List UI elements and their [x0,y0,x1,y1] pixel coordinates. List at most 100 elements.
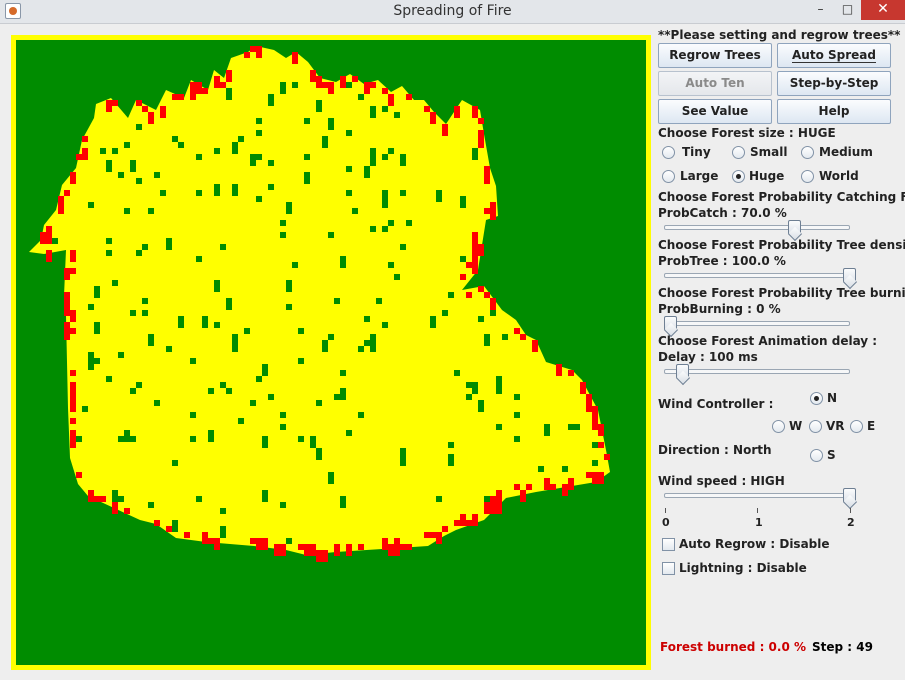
tree-cell [280,220,286,226]
size-radio-world[interactable]: World [801,168,881,186]
see-value-button[interactable]: See Value [658,99,772,124]
burning-cell [484,208,490,214]
burning-cell [190,82,196,88]
size-radio-large[interactable]: Large [662,168,722,186]
burning-cell [214,538,220,550]
radio-circle [809,420,822,433]
close-button[interactable]: ✕ [861,0,905,20]
burning-cell [256,538,262,550]
prob-burning-slider[interactable] [664,316,850,330]
prob-tree-label: Choose Forest Probability Tree density : [658,238,905,252]
tick-label-2: 2 [847,516,855,529]
auto-regrow-checkbox[interactable] [662,538,675,551]
slider-thumb[interactable] [843,488,856,502]
regrow-trees-button[interactable]: Regrow Trees [658,43,772,68]
tree-cell [400,190,406,196]
slider-thumb[interactable] [788,220,801,234]
burning-cell [46,250,52,262]
tree-cell [250,154,256,160]
tree-cell [538,466,544,472]
tree-cell [166,238,172,250]
burning-cell [46,232,52,244]
forest-grid[interactable] [11,35,651,670]
burning-cell [154,520,160,526]
tree-cell [592,460,598,466]
size-radio-tiny[interactable]: Tiny [662,144,722,162]
size-radio-medium[interactable]: Medium [801,144,881,162]
slider-thumb[interactable] [676,364,689,378]
radio-circle [662,146,675,159]
wind-radio-n[interactable]: N [810,390,850,408]
tree-cell [208,430,214,442]
prob-tree-slider[interactable] [664,268,856,282]
tree-cell [226,388,232,394]
tree-cell [244,328,250,334]
burning-cell [598,424,604,430]
slider-track [664,321,850,326]
tree-cell [286,538,292,544]
delay-slider[interactable] [664,364,850,378]
tree-cell [124,142,130,148]
auto-ten-button[interactable]: Auto Ten [658,71,772,96]
wind-radio-s[interactable]: S [810,447,850,465]
size-radio-huge[interactable]: Huge [732,168,802,186]
maximize-button[interactable]: □ [841,2,854,16]
wind-radio-vr[interactable]: VR [809,418,849,436]
minimize-button[interactable]: – [817,2,824,16]
tree-cell [250,400,256,406]
slider-thumb[interactable] [664,316,677,330]
wind-speed-slider[interactable] [664,488,856,502]
burning-cell [82,136,88,142]
tree-cell [196,496,202,502]
tree-cell [304,172,310,178]
tree-cell [460,196,466,208]
tree-cell [340,388,346,400]
tree-cell [514,412,520,418]
tree-cell [118,172,124,178]
tree-cell [304,118,310,124]
tree-cell [148,502,154,508]
burning-cell [460,514,466,526]
tree-cell [382,322,388,328]
tree-cell [220,526,226,538]
wind-radio-e[interactable]: E [850,418,890,436]
help-button[interactable]: Help [777,99,891,124]
tree-cell [52,238,58,244]
burning-cell [166,526,172,532]
auto-spread-button[interactable]: Auto Spread [777,43,891,68]
tree-cell [364,166,370,178]
burning-cell [484,292,490,298]
size-radio-small[interactable]: Small [732,144,802,162]
tree-cell [136,124,142,130]
tree-cell [364,340,370,346]
burning-cell [424,532,430,538]
tree-cell [106,160,112,172]
burning-cell [214,82,220,88]
burning-cell [94,496,100,502]
tree-cell [352,208,358,214]
tree-cell [562,466,568,472]
wind-radio-w[interactable]: W [772,418,812,436]
burning-cell [490,214,496,220]
tree-cell [196,190,202,196]
lightning-checkbox[interactable] [662,562,675,575]
radio-circle [810,449,823,462]
tree-cell [112,490,118,502]
tree-cell [130,310,136,316]
burning-cell [406,544,412,550]
tree-cell [388,148,394,154]
burning-cell [274,544,280,556]
burning-cell [496,490,502,496]
slider-thumb[interactable] [843,268,856,282]
tree-cell [256,376,262,382]
tree-cell [214,184,220,196]
tree-cell [136,178,142,184]
tree-cell [496,382,502,394]
step-by-step-button[interactable]: Step-by-Step [777,71,891,96]
burning-cell [70,436,76,448]
burning-cell [526,484,532,490]
prob-catch-label: Choose Forest Probability Catching Fire … [658,190,905,204]
tree-cell [382,154,388,160]
prob-catch-slider[interactable] [664,220,850,234]
burning-cell [466,292,472,298]
